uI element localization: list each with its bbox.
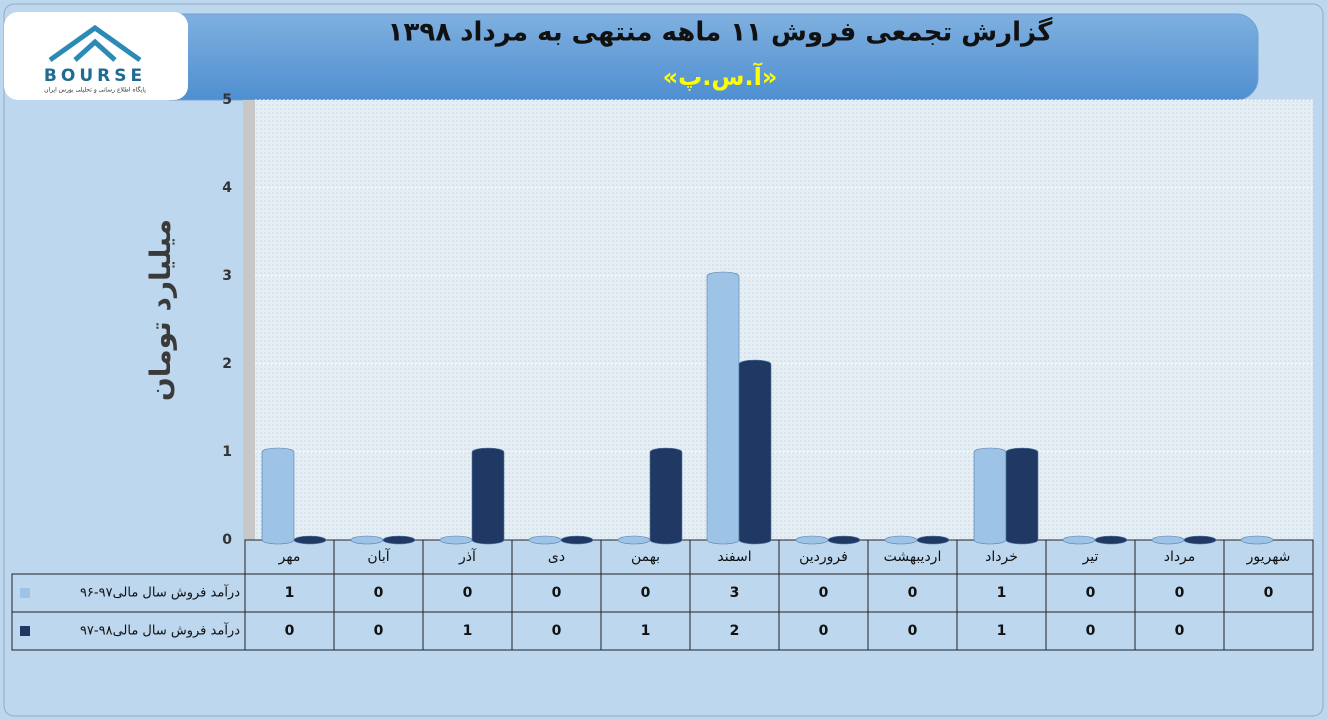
bar bbox=[471, 447, 505, 545]
data-label: 0 bbox=[1175, 585, 1185, 601]
data-label: 0 bbox=[463, 585, 473, 601]
data-label: 0 bbox=[1086, 623, 1096, 639]
data-label: 1 bbox=[641, 623, 651, 639]
data-label: 1 bbox=[997, 623, 1007, 639]
data-label: 0 bbox=[1175, 623, 1185, 639]
bar bbox=[973, 447, 1007, 545]
data-label: 0 bbox=[285, 623, 295, 639]
bar bbox=[528, 535, 562, 545]
data-label: 0 bbox=[374, 623, 384, 639]
data-label: 0 bbox=[1264, 585, 1274, 601]
x-tick-label: آبان bbox=[367, 548, 390, 565]
data-label: 0 bbox=[908, 585, 918, 601]
frame bbox=[3, 3, 1324, 717]
data-label: 0 bbox=[552, 585, 562, 601]
side-wall bbox=[243, 100, 255, 540]
bar bbox=[1094, 535, 1128, 545]
legend-label: درآمد فروش سال مالی۹۷-۹۶ bbox=[80, 584, 240, 601]
legend-swatch bbox=[20, 626, 30, 636]
bar bbox=[738, 359, 772, 545]
bar bbox=[1005, 447, 1039, 545]
y-tick-label: 4 bbox=[222, 180, 232, 196]
y-tick-label: 0 bbox=[222, 532, 232, 548]
data-label: 0 bbox=[819, 585, 829, 601]
bar bbox=[827, 535, 861, 545]
bar bbox=[884, 535, 918, 545]
x-tick-label: شهریور bbox=[1246, 549, 1291, 565]
bar bbox=[916, 535, 950, 545]
x-tick-label: اسفند bbox=[717, 549, 751, 565]
bar bbox=[649, 447, 683, 545]
logo-box bbox=[4, 12, 188, 100]
data-label: 0 bbox=[552, 623, 562, 639]
chart-title: گزارش تجمعی فروش ۱۱ ماهه منتهی به مرداد … bbox=[388, 17, 1054, 48]
bar bbox=[382, 535, 416, 545]
bar bbox=[795, 535, 829, 545]
bar bbox=[1240, 535, 1274, 545]
logo-icon bbox=[48, 24, 142, 63]
x-tick-label: اردیبهشت bbox=[884, 549, 942, 565]
x-tick-label: آذر bbox=[458, 548, 477, 565]
logo-text: BOURSE bbox=[44, 66, 146, 86]
data-label: 0 bbox=[908, 623, 918, 639]
data-label: 0 bbox=[641, 585, 651, 601]
y-axis-label: میلیارد تومان bbox=[144, 219, 177, 401]
data-label: 0 bbox=[819, 623, 829, 639]
bar bbox=[1151, 535, 1185, 545]
y-tick-label: 3 bbox=[222, 268, 232, 284]
data-label: 3 bbox=[730, 585, 740, 601]
bar bbox=[439, 535, 473, 545]
x-tick-label: بهمن bbox=[631, 549, 660, 565]
bar bbox=[617, 535, 651, 545]
bar bbox=[350, 535, 384, 545]
x-tick-label: دی bbox=[548, 549, 565, 565]
bar bbox=[706, 271, 740, 545]
data-label: 0 bbox=[1086, 585, 1096, 601]
x-tick-label: مهر bbox=[278, 549, 301, 565]
x-tick-label: فروردین bbox=[799, 549, 848, 565]
bar bbox=[293, 535, 327, 545]
y-tick-label: 5 bbox=[222, 92, 232, 108]
y-tick-label: 1 bbox=[222, 444, 232, 460]
bar bbox=[1183, 535, 1217, 545]
x-tick-label: تیر bbox=[1082, 549, 1099, 565]
data-label: 1 bbox=[463, 623, 473, 639]
bar bbox=[1062, 535, 1096, 545]
logo-caption: پایگاه اطلاع رسانی و تحلیلی بورس ایران bbox=[44, 86, 146, 94]
legend-swatch bbox=[20, 588, 30, 598]
legend-label: درآمد فروش سال مالی۹۸-۹۷ bbox=[80, 622, 240, 639]
bar bbox=[560, 535, 594, 545]
data-label: 1 bbox=[997, 585, 1007, 601]
data-label: 1 bbox=[285, 585, 295, 601]
data-label: 2 bbox=[730, 623, 740, 639]
plot-area bbox=[255, 100, 1313, 540]
bar bbox=[261, 447, 295, 545]
chart-subtitle: «آ.س.پ» bbox=[663, 62, 778, 91]
x-tick-label: مرداد bbox=[1164, 549, 1196, 565]
y-tick-label: 2 bbox=[222, 356, 232, 372]
data-label: 0 bbox=[374, 585, 384, 601]
x-tick-label: خرداد bbox=[985, 549, 1018, 565]
